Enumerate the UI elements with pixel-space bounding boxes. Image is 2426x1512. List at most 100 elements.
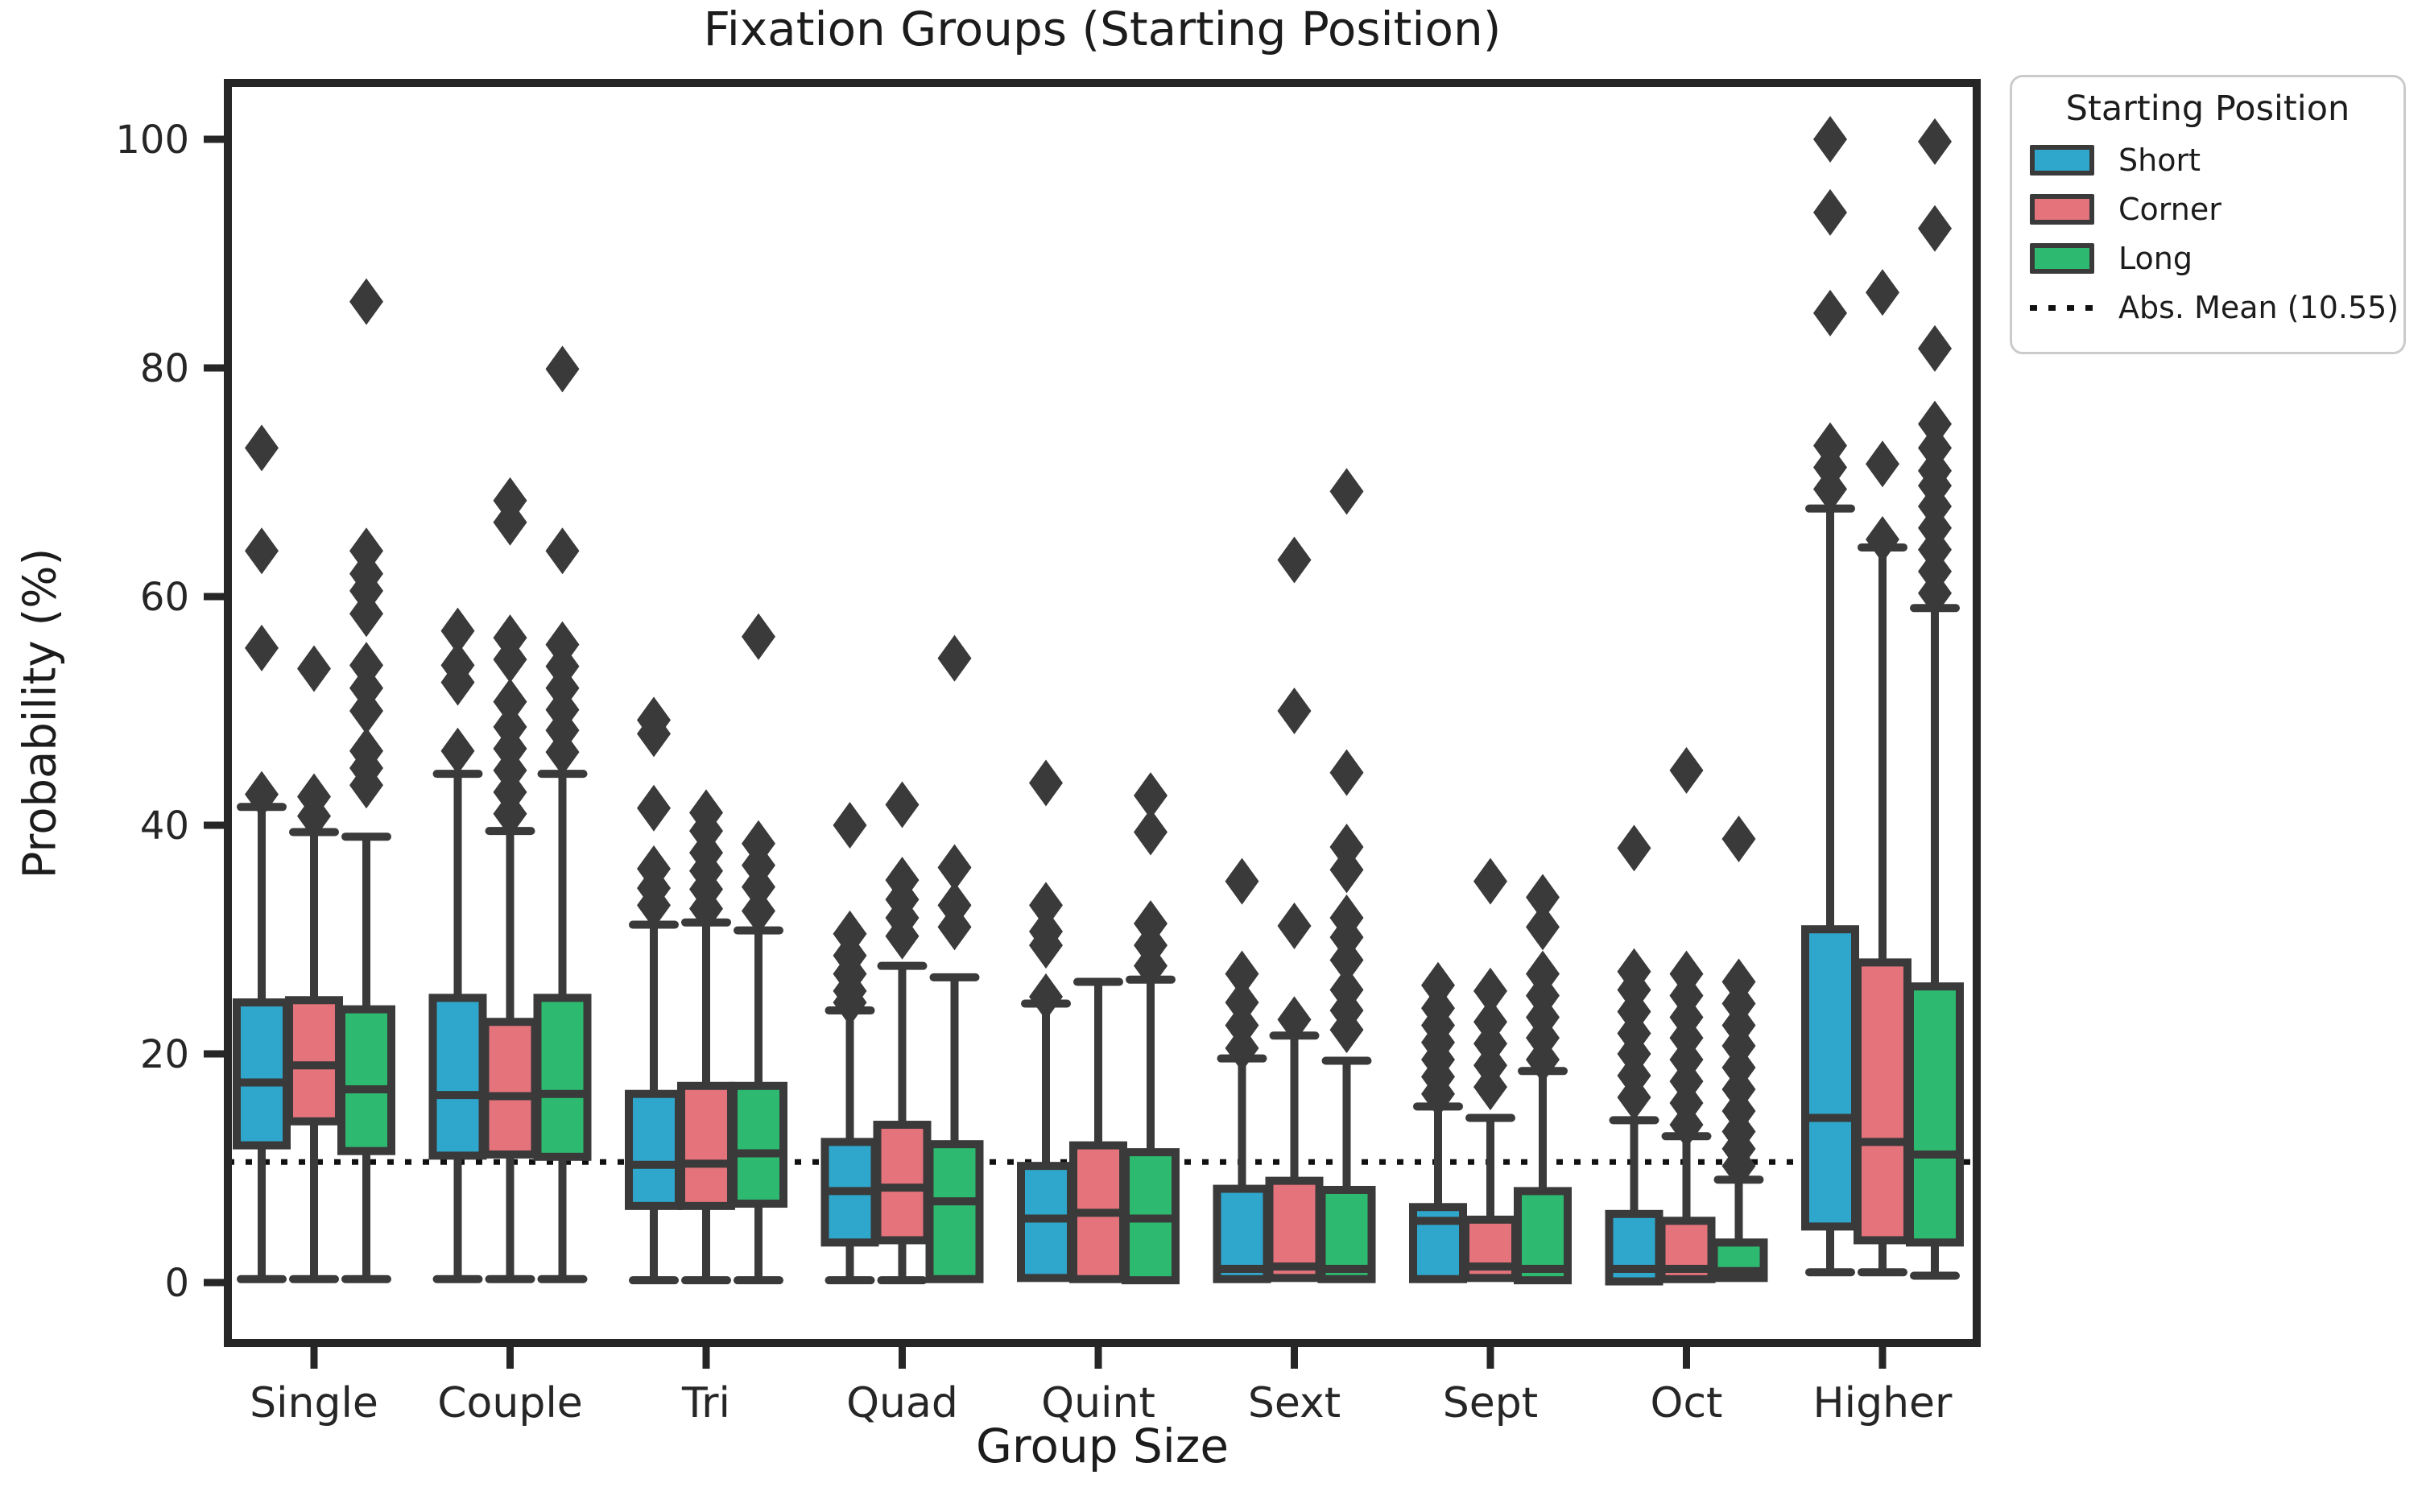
outlier-diamond (1918, 400, 1952, 448)
outlier-diamond (742, 887, 775, 935)
box-long (729, 1081, 787, 1208)
chart-title: Fixation Groups (Starting Position) (703, 2, 1502, 56)
outlier-diamond (545, 527, 580, 575)
outlier-diamond (637, 784, 671, 832)
x-tick-label: Quint (1041, 1379, 1155, 1427)
outlier-diamond (937, 634, 972, 682)
outlier-diamond (1617, 824, 1651, 872)
outlier-diamond (1918, 204, 1952, 252)
legend-entry-short: Short (2030, 143, 2386, 178)
outlier-diamond (689, 789, 723, 837)
legend-label-mean: Abs. Mean (10.55) (2118, 290, 2399, 325)
outlier-diamond (1473, 998, 1507, 1046)
outlier-diamond (493, 477, 527, 524)
box-short (625, 1089, 683, 1210)
x-tick-label: Higher (1813, 1379, 1953, 1427)
x-tick-label: Couple (437, 1379, 583, 1427)
outlier-diamond (440, 727, 475, 775)
outlier-diamond (1277, 996, 1312, 1043)
legend-entry-long: Long (2030, 241, 2386, 276)
outlier-diamond (1277, 688, 1312, 734)
outlier-diamond (1866, 269, 1899, 316)
outlier-diamond (493, 614, 527, 662)
box-short (428, 994, 487, 1160)
legend-swatch-short (2030, 145, 2094, 176)
legend-entries: Short Corner Long Abs. Mean (10.55) (2030, 143, 2399, 325)
outlier-diamond (637, 845, 671, 892)
outlier-diamond (297, 645, 331, 692)
outlier-diamond (833, 910, 867, 957)
x-tick-label: Oct (1651, 1379, 1723, 1427)
outlier-diamond (1329, 468, 1364, 515)
outlier-diamond (937, 844, 972, 891)
y-tick-label: 80 (140, 346, 189, 391)
outlier-diamond (297, 773, 331, 820)
box-short (233, 998, 291, 1150)
y-axis-label: Probability (%) (14, 547, 67, 879)
outlier-diamond (349, 642, 383, 689)
legend-swatch-long (2030, 243, 2094, 274)
outlier-diamond (493, 678, 527, 725)
legend-title: Starting Position (2065, 89, 2350, 129)
outlier-diamond (1866, 440, 1899, 488)
outlier-diamond (1029, 908, 1063, 956)
outlier-diamond (1029, 759, 1063, 807)
legend-entry-mean: Abs. Mean (10.55) (2030, 290, 2399, 325)
outlier-diamond (1134, 808, 1168, 856)
outlier-diamond (1918, 118, 1952, 165)
outlier-diamond (885, 857, 920, 904)
outlier-diamond (1225, 979, 1259, 1027)
x-tick-label: Tri (681, 1379, 730, 1427)
box-long (1317, 1185, 1376, 1283)
outlier-diamond (349, 527, 383, 575)
y-tick-label: 20 (140, 1032, 189, 1077)
legend-entry-corner: Corner (2030, 192, 2386, 227)
x-axis-label: Group Size (975, 1419, 1230, 1473)
outlier-diamond (1329, 823, 1364, 870)
outlier-diamond (1526, 950, 1560, 998)
box-corner (285, 996, 343, 1126)
box-long (925, 1140, 984, 1283)
outlier-diamond (637, 696, 671, 744)
outlier-diamond (245, 527, 279, 575)
x-tick-label: Sext (1248, 1379, 1341, 1427)
outlier-diamond (1526, 903, 1560, 951)
outlier-diamond (493, 703, 527, 750)
outlier-diamond (742, 820, 775, 867)
outlier-diamond (1225, 950, 1259, 998)
legend-swatch-corner (2030, 194, 2094, 225)
x-tick-label: Quad (846, 1379, 958, 1427)
y-tick-label: 60 (140, 575, 189, 620)
box-corner (481, 1018, 539, 1159)
outlier-diamond (1277, 536, 1312, 584)
x-tick-label: Single (250, 1379, 378, 1427)
y-tick-label: 0 (164, 1261, 189, 1306)
outlier-diamond (1526, 874, 1560, 921)
outlier-diamond (1277, 902, 1312, 949)
outlier-diamond (1329, 894, 1364, 942)
outlier-diamond (1918, 424, 1952, 472)
outlier-diamond (1134, 772, 1168, 820)
legend-label: Corner (2118, 192, 2221, 227)
box-long (533, 994, 592, 1161)
dotted-line-icon (2030, 304, 2097, 311)
outlier-diamond (1329, 749, 1364, 796)
outlier-diamond (1134, 900, 1168, 948)
outlier-diamond (937, 882, 972, 929)
legend-label: Short (2118, 143, 2201, 178)
outlier-diamond (1473, 857, 1507, 905)
legend: Starting Position Short Corner Long Abs. Me… (2010, 75, 2406, 354)
outlier-diamond (1029, 882, 1063, 929)
box-corner (873, 1121, 932, 1245)
outlier-diamond (1617, 948, 1651, 995)
axes-spines (224, 79, 1981, 1347)
outlier-diamond (1866, 516, 1899, 563)
outlier-diamond (1721, 816, 1756, 863)
outlier-diamond (1225, 857, 1259, 905)
outlier-diamond (833, 802, 867, 849)
outlier-diamond (1813, 116, 1847, 163)
box-long (1906, 982, 1964, 1247)
outlier-diamond (1669, 950, 1704, 998)
box-short (1213, 1184, 1271, 1283)
